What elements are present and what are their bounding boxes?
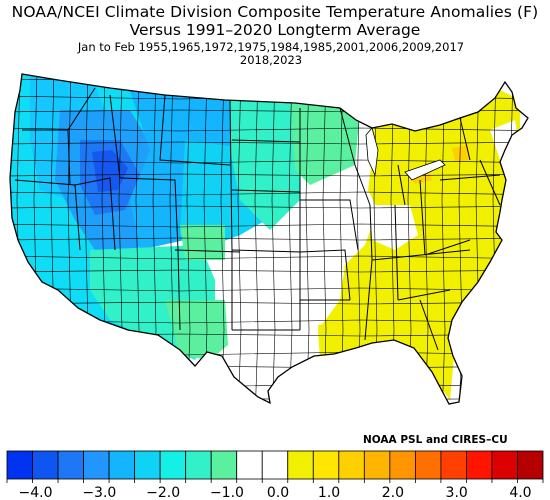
- legend-swatch: [83, 450, 110, 480]
- lake-michigan: [365, 127, 379, 177]
- legend-swatch: [363, 450, 391, 480]
- map-subtitle: Versus 1991–2020 Longterm Average: [129, 21, 421, 39]
- legend-swatch: [236, 450, 263, 480]
- years-line: 2018,2023: [239, 53, 303, 67]
- period-line: Jan to Feb 1955,1965,1972,1975,1984,1985…: [77, 40, 465, 54]
- lake-erie: [404, 159, 446, 181]
- legend-swatch: [210, 450, 238, 480]
- legend-swatch: [414, 450, 442, 480]
- region-new-mexico: [165, 300, 228, 360]
- us-climate-division-map: [9, 73, 529, 405]
- legend-label: −1.0: [210, 485, 244, 500]
- region-kansas-green: [180, 225, 225, 260]
- legend-swatch: [108, 450, 136, 480]
- region-northern-plains: [230, 90, 300, 230]
- legend-swatch: [517, 450, 544, 480]
- credit-label: NOAA PSL and CIRES–CU: [363, 434, 508, 446]
- legend-swatch: [389, 450, 416, 480]
- legend-label: −3.0: [82, 485, 116, 500]
- legend-swatch: [261, 450, 289, 480]
- legend-swatch: [466, 450, 493, 480]
- legend-swatch: [185, 450, 212, 480]
- region-warm-spot-ny: [452, 145, 470, 162]
- state-borders: [14, 87, 501, 351]
- legend-swatch: [338, 450, 365, 480]
- legend-swatch: [134, 450, 161, 480]
- legend-label: −2.0: [146, 485, 180, 500]
- region-minnesota: [290, 100, 360, 185]
- legend-swatch: [312, 450, 340, 480]
- region-southeast: [318, 290, 455, 360]
- legend-label: 0.0: [267, 485, 289, 500]
- legend-label: 3.0: [446, 485, 468, 500]
- legend-label: 2.0: [382, 485, 404, 500]
- color-legend: −4.0 −3.0 −2.0 −1.0 0.0 1.0 2.0 3.0 4.0: [6, 450, 544, 500]
- legend-swatch: [57, 450, 84, 480]
- legend-swatch: [32, 450, 59, 480]
- legend-label: 4.0: [509, 485, 531, 500]
- legend-label: 1.0: [318, 485, 340, 500]
- legend-swatch: [440, 450, 467, 480]
- region-ohio-valley-neutral: [370, 205, 418, 250]
- legend-swatch: [287, 450, 314, 480]
- map-title: NOAA/NCEI Climate Division Composite Tem…: [11, 3, 539, 21]
- legend-swatch: [159, 450, 187, 480]
- region-cold-center: [92, 150, 128, 192]
- legend-swatch: [6, 450, 33, 480]
- legend-label: −4.0: [19, 485, 53, 500]
- legend-swatch: [491, 450, 518, 480]
